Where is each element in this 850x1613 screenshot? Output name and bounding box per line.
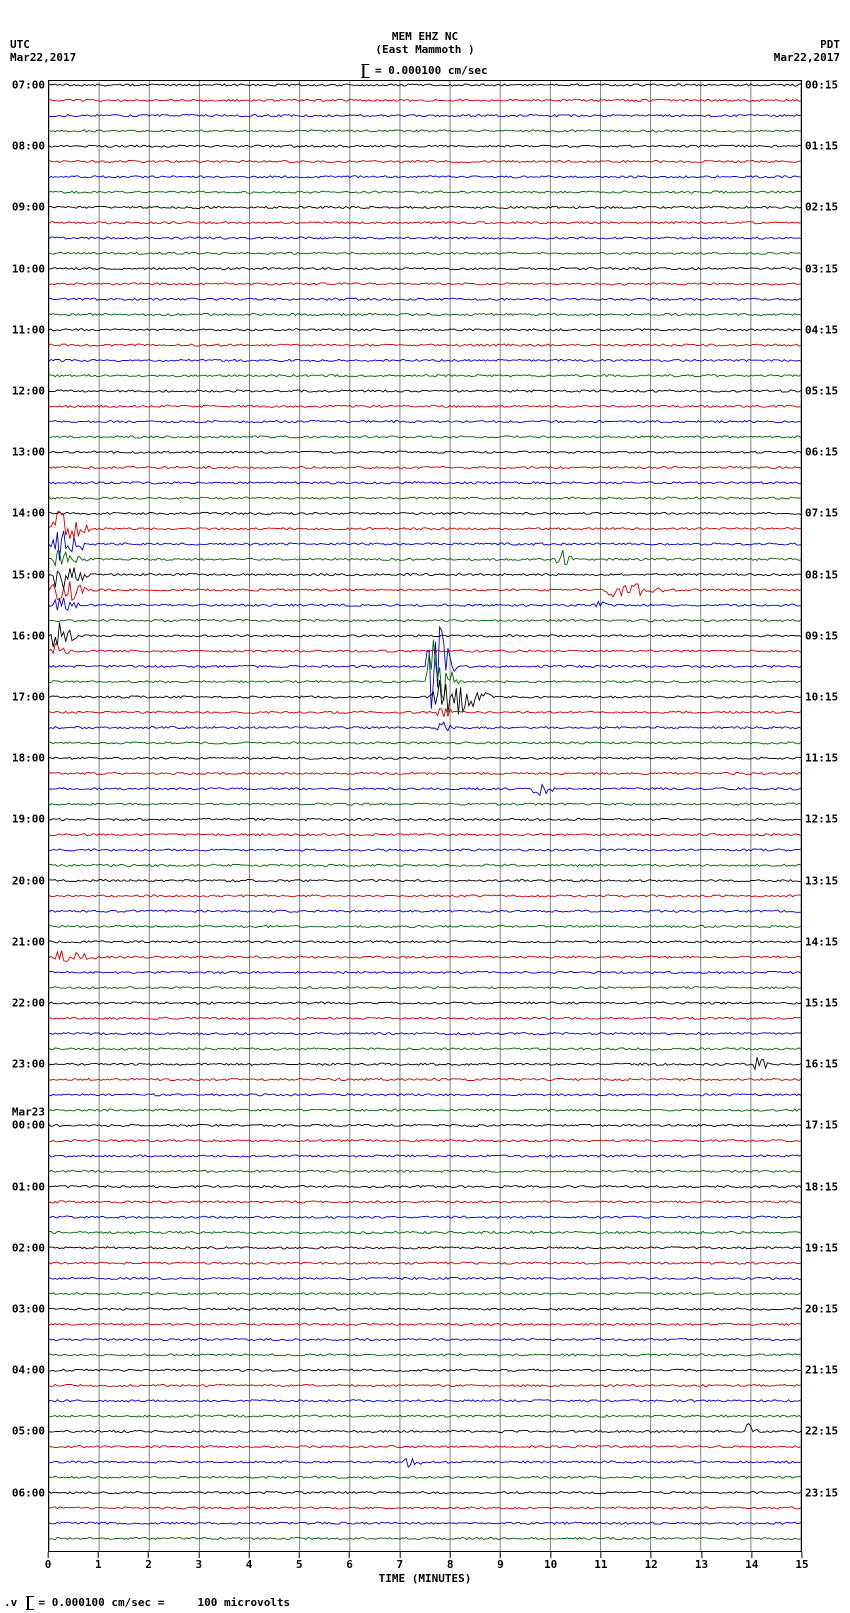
- utc-time-label: 04:00: [12, 1364, 49, 1377]
- pdt-time-label: 04:15: [801, 323, 838, 336]
- utc-time-label: 17:00: [12, 691, 49, 704]
- x-tick: 13: [695, 1552, 708, 1571]
- utc-time-label: 23:00: [12, 1058, 49, 1071]
- pdt-time-label: 18:15: [801, 1180, 838, 1193]
- utc-time-label: 07:00: [12, 79, 49, 92]
- right-date: Mar22,2017: [774, 51, 840, 64]
- x-tick: 14: [745, 1552, 758, 1571]
- utc-time-label: 10:00: [12, 262, 49, 275]
- utc-time-label: 21:00: [12, 935, 49, 948]
- utc-time-label: 19:00: [12, 813, 49, 826]
- x-tick: 7: [397, 1552, 404, 1571]
- pdt-time-label: 07:15: [801, 507, 838, 520]
- utc-time-label: 18:00: [12, 752, 49, 765]
- pdt-time-label: 17:15: [801, 1119, 838, 1132]
- x-tick: 12: [645, 1552, 658, 1571]
- pdt-time-label: 02:15: [801, 201, 838, 214]
- x-tick: 15: [795, 1552, 808, 1571]
- footer-text1: = 0.000100 cm/sec =: [39, 1596, 165, 1609]
- pdt-time-label: 14:15: [801, 935, 838, 948]
- pdt-time-label: 09:15: [801, 629, 838, 642]
- scale-indicator: = 0.000100 cm/sec: [362, 64, 487, 78]
- pdt-time-label: 13:15: [801, 874, 838, 887]
- scale-text: = 0.000100 cm/sec: [375, 64, 488, 77]
- left-tz: UTC: [10, 38, 76, 51]
- pdt-time-label: 06:15: [801, 446, 838, 459]
- pdt-time-label: 16:15: [801, 1058, 838, 1071]
- x-tick: 6: [346, 1552, 353, 1571]
- utc-time-label: Mar2300:00: [12, 1106, 49, 1132]
- pdt-time-label: 03:15: [801, 262, 838, 275]
- scale-bar-icon: [362, 64, 364, 78]
- pdt-time-label: 23:15: [801, 1486, 838, 1499]
- utc-time-label: 06:00: [12, 1486, 49, 1499]
- header-center: MEM EHZ NC (East Mammoth ): [375, 30, 474, 56]
- x-tick: 0: [45, 1552, 52, 1571]
- footer-text2: 100 microvolts: [197, 1596, 290, 1609]
- station-line2: (East Mammoth ): [375, 43, 474, 56]
- x-tick: 3: [195, 1552, 202, 1571]
- helicorder-svg: [49, 81, 801, 1551]
- pdt-time-label: 22:15: [801, 1425, 838, 1438]
- header-right: PDT Mar22,2017: [774, 38, 840, 64]
- utc-time-label: 01:00: [12, 1180, 49, 1193]
- pdt-time-label: 21:15: [801, 1364, 838, 1377]
- pdt-time-label: 15:15: [801, 997, 838, 1010]
- x-tick: 5: [296, 1552, 303, 1571]
- right-tz: PDT: [774, 38, 840, 51]
- utc-time-label: 22:00: [12, 997, 49, 1010]
- footer: .v = 0.000100 cm/sec = 100 microvolts: [0, 1596, 850, 1610]
- pdt-time-label: 00:15: [801, 79, 838, 92]
- pdt-time-label: 19:15: [801, 1241, 838, 1254]
- header: UTC Mar22,2017 MEM EHZ NC (East Mammoth …: [0, 0, 850, 80]
- utc-time-label: 02:00: [12, 1241, 49, 1254]
- utc-time-label: 20:00: [12, 874, 49, 887]
- x-tick: 1: [95, 1552, 102, 1571]
- x-tick: 11: [594, 1552, 607, 1571]
- x-tick: 2: [145, 1552, 152, 1571]
- pdt-time-label: 05:15: [801, 385, 838, 398]
- left-date: Mar22,2017: [10, 51, 76, 64]
- utc-time-label: 15:00: [12, 568, 49, 581]
- pdt-time-label: 11:15: [801, 752, 838, 765]
- pdt-time-label: 12:15: [801, 813, 838, 826]
- utc-time-label: 14:00: [12, 507, 49, 520]
- helicorder-plot: 07:0008:0009:0010:0011:0012:0013:0014:00…: [48, 80, 802, 1552]
- x-tick: 9: [497, 1552, 504, 1571]
- x-tick: 10: [544, 1552, 557, 1571]
- utc-time-label: 16:00: [12, 629, 49, 642]
- pdt-time-label: 08:15: [801, 568, 838, 581]
- pdt-time-label: 01:15: [801, 140, 838, 153]
- utc-time-label: 09:00: [12, 201, 49, 214]
- utc-time-label: 05:00: [12, 1425, 49, 1438]
- footer-scale-bar-icon: [27, 1596, 29, 1610]
- pdt-time-label: 10:15: [801, 691, 838, 704]
- x-tick: 8: [447, 1552, 454, 1571]
- pdt-time-label: 20:15: [801, 1303, 838, 1316]
- header-left: UTC Mar22,2017: [10, 38, 76, 64]
- x-axis-label: TIME (MINUTES): [379, 1572, 472, 1585]
- utc-time-label: 13:00: [12, 446, 49, 459]
- footer-prefix: .v: [4, 1596, 17, 1609]
- utc-time-label: 12:00: [12, 385, 49, 398]
- station-line1: MEM EHZ NC: [375, 30, 474, 43]
- x-tick: 4: [246, 1552, 253, 1571]
- utc-time-label: 03:00: [12, 1303, 49, 1316]
- utc-time-label: 08:00: [12, 140, 49, 153]
- x-axis: TIME (MINUTES) 0123456789101112131415: [48, 1552, 802, 1592]
- utc-time-label: 11:00: [12, 323, 49, 336]
